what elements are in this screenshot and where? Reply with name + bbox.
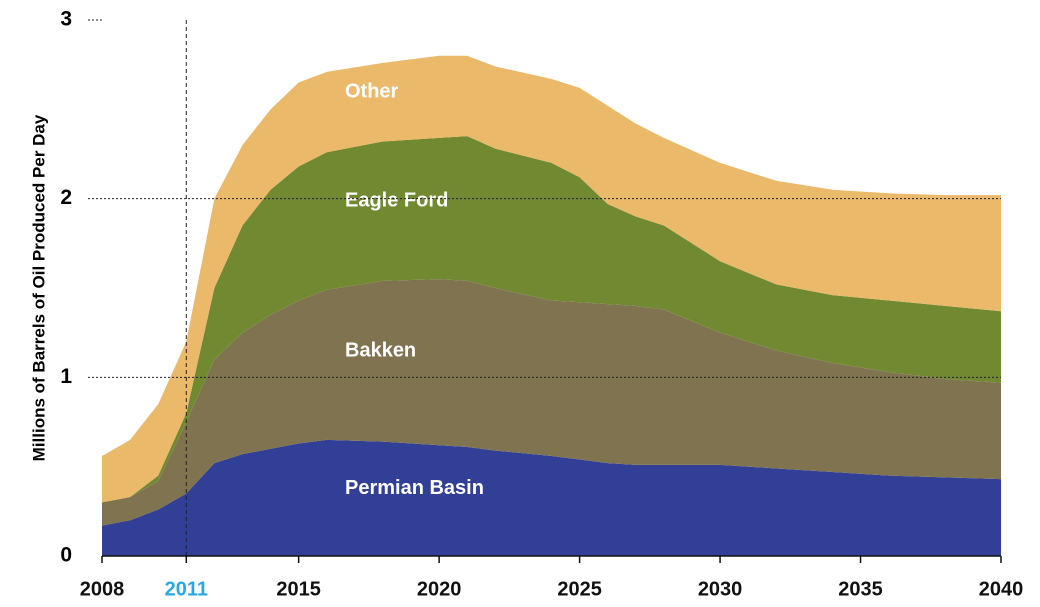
y-tick-label: 2 — [60, 186, 72, 209]
area — [102, 279, 1001, 526]
series-label: Other — [345, 80, 399, 102]
x-tick-label: 2040 — [979, 578, 1024, 600]
x-tick-label: 2035 — [838, 578, 883, 600]
area — [102, 136, 1001, 503]
area — [102, 55, 1001, 503]
area — [102, 439, 1001, 556]
series-label: Bakken — [345, 340, 416, 362]
series-label: Eagle Ford — [345, 189, 448, 211]
y-tick-label: 3 — [60, 8, 72, 31]
series-label: Permian Basin — [345, 477, 484, 499]
x-tick-label: 2020 — [417, 578, 462, 600]
y-tick-label: 0 — [60, 544, 72, 567]
y-tick-label: 1 — [60, 365, 72, 388]
x-tick-label: 2015 — [276, 578, 321, 600]
x-tick-label: 2011 — [165, 578, 208, 600]
x-tick-label: 2030 — [698, 578, 743, 600]
x-tick-label: 2025 — [557, 578, 602, 600]
y-axis-label: Millions of Barrels of Oil Produced Per … — [29, 114, 48, 461]
x-tick-label: 2008 — [80, 578, 125, 600]
